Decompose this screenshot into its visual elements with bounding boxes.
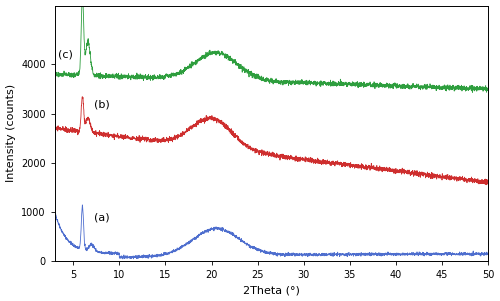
Y-axis label: Intensity (counts): Intensity (counts) (6, 84, 16, 182)
Text: (b): (b) (94, 100, 110, 110)
Text: (a): (a) (94, 213, 109, 223)
Text: (c): (c) (58, 49, 72, 59)
X-axis label: 2Theta (°): 2Theta (°) (243, 285, 300, 296)
